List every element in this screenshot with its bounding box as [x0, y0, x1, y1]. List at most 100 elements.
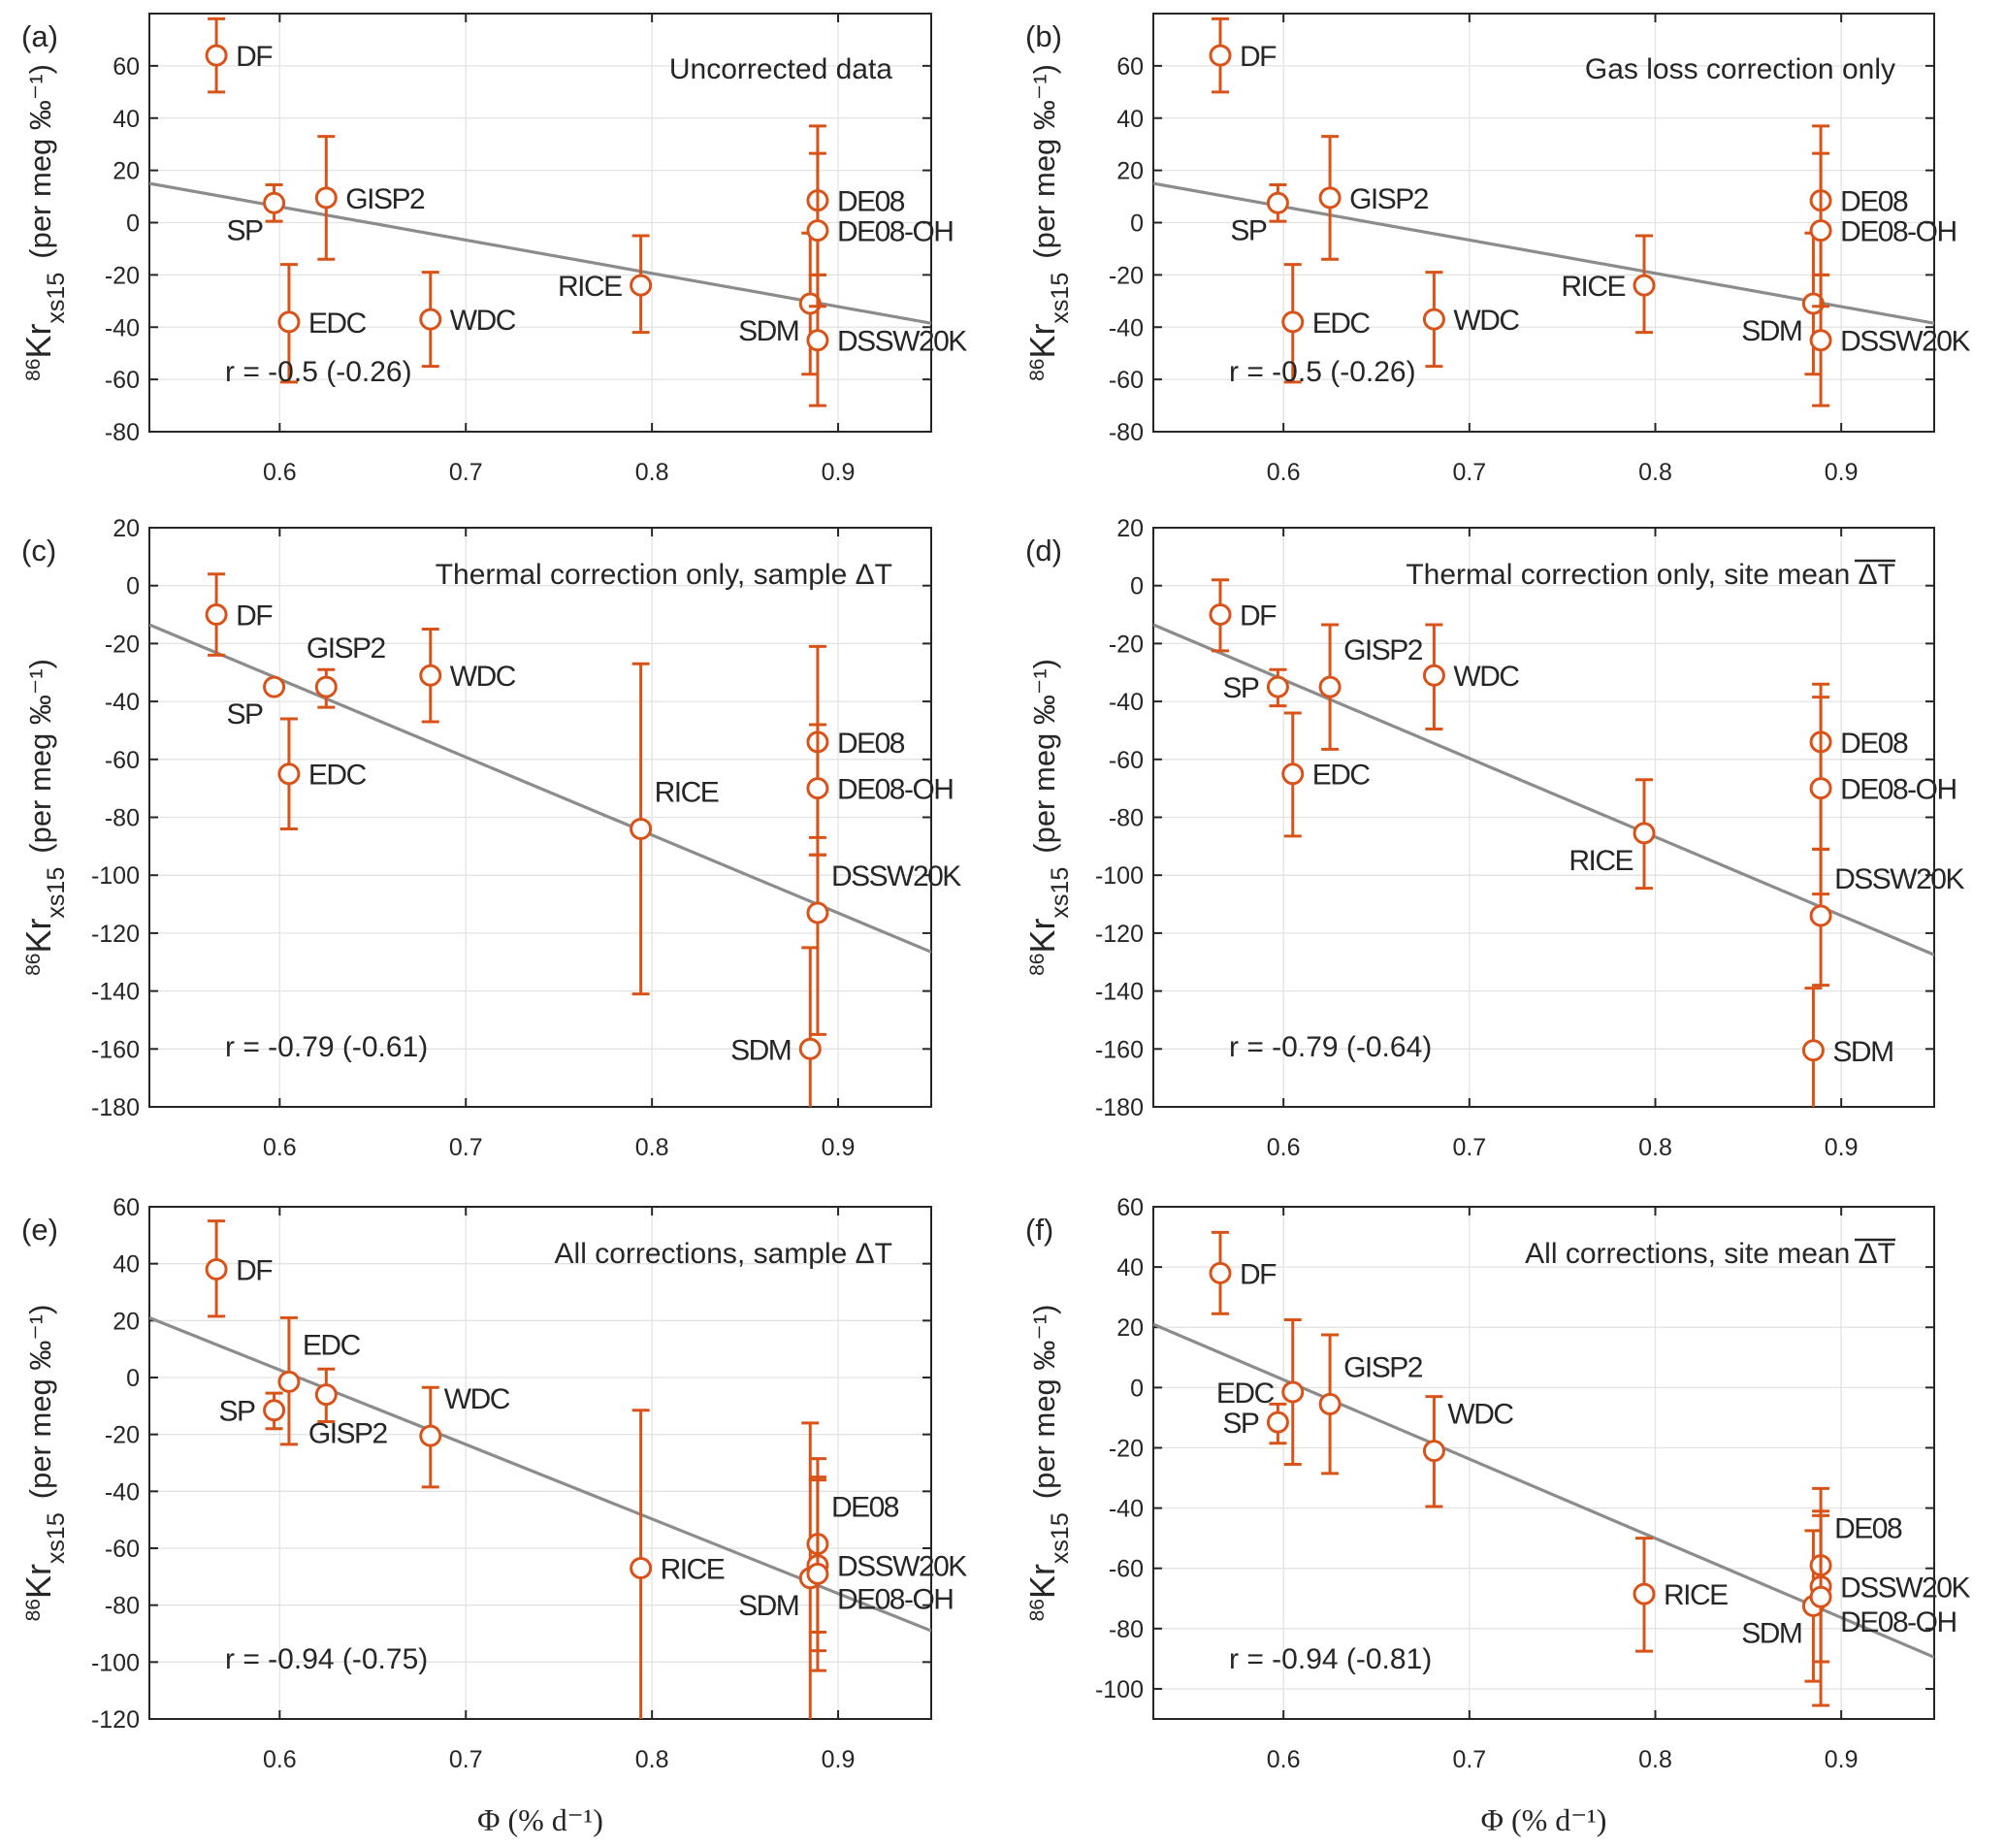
marker-circle [277, 762, 301, 786]
panel-d: 0.6 0.7 0.8 0.9 -180 -160 -140 -120 -100 -80 -60 -4… [1022, 515, 1966, 1161]
marker-circle [277, 310, 301, 334]
data-point-dssw20k [1809, 847, 1832, 988]
y-tick-label: 20 [1116, 1314, 1144, 1342]
marker-circle [205, 44, 228, 67]
marker-circle [630, 1557, 653, 1580]
y-tick-label: -160 [1095, 1036, 1144, 1063]
y-axis-label: 86Krxs15 (per meg ‰⁻¹) [1022, 659, 1074, 976]
marker-circle [1266, 675, 1289, 698]
site-label: SDM [1832, 1036, 1892, 1068]
data-point-gisp2 [314, 135, 338, 261]
y-tick-label: -100 [91, 1649, 140, 1676]
site-label: RICE [661, 1554, 725, 1586]
marker-circle [205, 603, 228, 627]
ylabel-superscript: 86 [22, 359, 45, 381]
site-label: DSSW20K [1840, 1572, 1970, 1604]
marker-circle [263, 191, 286, 214]
data-point-df [205, 16, 228, 94]
site-label: SP [227, 698, 264, 730]
data-point-de08-oh [1809, 1513, 1832, 1707]
marker-circle [806, 777, 829, 800]
x-tick-label: 0.7 [449, 459, 483, 486]
site-label: EDC [308, 308, 367, 340]
marker-circle [798, 1037, 822, 1060]
marker-circle [314, 675, 338, 698]
y-tick-label: -80 [105, 1593, 140, 1620]
y-tick-label: -20 [105, 631, 140, 658]
site-label: GISP2 [1349, 183, 1429, 215]
data-point-gisp2 [1318, 623, 1342, 751]
site-label: SP [1230, 214, 1267, 246]
site-label: RICE [1561, 271, 1625, 303]
ylabel-superscript: 86 [1026, 1599, 1049, 1621]
site-label: DSSW20K [837, 1551, 967, 1583]
panel-b: 0.6 0.7 0.8 0.9 -80 -60 -40 -20 0 20 40 60 DF SP GISP2… [1022, 13, 1972, 486]
ylabel-units: (per meg ‰⁻¹) [23, 659, 57, 854]
ylabel-units: (per meg ‰⁻¹) [23, 64, 57, 259]
y-axis-label: 86Krxs15 (per meg ‰⁻¹) [18, 1305, 70, 1622]
site-label: EDC [1216, 1378, 1275, 1410]
marker-circle [1266, 1410, 1289, 1434]
panel-f: 0.6 0.7 0.8 0.9 -100 -80 -60 -40 -20 0 20 40 60 DF SPE… [1022, 1194, 1972, 1837]
x-tick-label: 0.6 [263, 1134, 297, 1161]
ylabel-main: Kr [18, 1564, 58, 1599]
site-label: SP [1222, 672, 1259, 704]
panel-letter: (f) [1025, 1213, 1053, 1247]
panel-title: Thermal correction only, site mean ΔT [1406, 559, 1895, 591]
x-tick-label: 0.7 [449, 1134, 483, 1161]
marker-circle [1809, 219, 1832, 243]
data-points [205, 16, 829, 407]
data-point-gisp2 [1318, 135, 1342, 261]
marker-circle [263, 675, 286, 698]
ylabel-main: Kr [1022, 324, 1062, 359]
y-tick-label: 0 [1130, 211, 1144, 238]
y-tick-label: 20 [1116, 515, 1144, 542]
marker-circle [277, 1370, 301, 1393]
y-tick-label: -140 [91, 979, 140, 1006]
site-label: WDC [450, 661, 516, 693]
site-label: SDM [1741, 315, 1801, 347]
correlation-text: r = -0.5 (-0.26) [1229, 356, 1416, 388]
correlation-text: r = -0.94 (-0.81) [1229, 1643, 1432, 1675]
correlation-text: r = -0.5 (-0.26) [225, 356, 412, 388]
marker-circle [630, 817, 653, 840]
x-tick-label: 0.6 [1267, 1134, 1301, 1161]
marker-circle [1633, 822, 1656, 845]
x-tick-label: 0.8 [1638, 1746, 1672, 1773]
marker-circle [419, 308, 442, 331]
y-tick-label: 0 [1130, 1375, 1144, 1402]
marker-circle [1809, 329, 1832, 352]
y-tick-label: -160 [91, 1036, 140, 1063]
y-tick-label: -60 [1109, 367, 1144, 394]
x-tick-label: 0.7 [1452, 459, 1486, 486]
y-tick-label: 40 [1116, 106, 1144, 133]
panel-title: All corrections, site mean ΔT [1525, 1238, 1895, 1270]
marker-circle [1281, 310, 1305, 334]
data-point-df [205, 1219, 228, 1318]
y-axis-label: 86Krxs15 (per meg ‰⁻¹) [1022, 64, 1074, 381]
data-point-dssw20k [806, 853, 829, 1036]
ylabel-main: Kr [18, 324, 58, 359]
site-label: GISP2 [1343, 1351, 1423, 1383]
data-point-sdm [1801, 987, 1825, 1107]
y-tick-label: -40 [105, 314, 140, 341]
marker-circle [806, 1562, 829, 1585]
data-point-sp [263, 675, 286, 698]
y-axis-label: 86Krxs15 (per meg ‰⁻¹) [18, 659, 70, 976]
panel-title: All corrections, sample ΔT [555, 1238, 892, 1270]
panel-letter: (d) [1025, 534, 1062, 567]
data-point-rice [630, 234, 653, 335]
data-point-sp [1266, 182, 1289, 223]
marker-circle [630, 274, 653, 297]
site-label: WDC [1453, 661, 1519, 693]
data-point-wdc [1422, 623, 1445, 730]
panel-title: Thermal correction only, sample ΔT [436, 559, 892, 591]
data-point-sp [1266, 667, 1289, 708]
data-point-sp [263, 182, 286, 223]
y-tick-label: -20 [1109, 631, 1144, 658]
ylabel-subscript: xs15 [1047, 1512, 1074, 1564]
ylabel-superscript: 86 [1026, 359, 1049, 381]
site-label: RICE [558, 271, 622, 303]
ylabel-units: (per meg ‰⁻¹) [1027, 64, 1061, 259]
